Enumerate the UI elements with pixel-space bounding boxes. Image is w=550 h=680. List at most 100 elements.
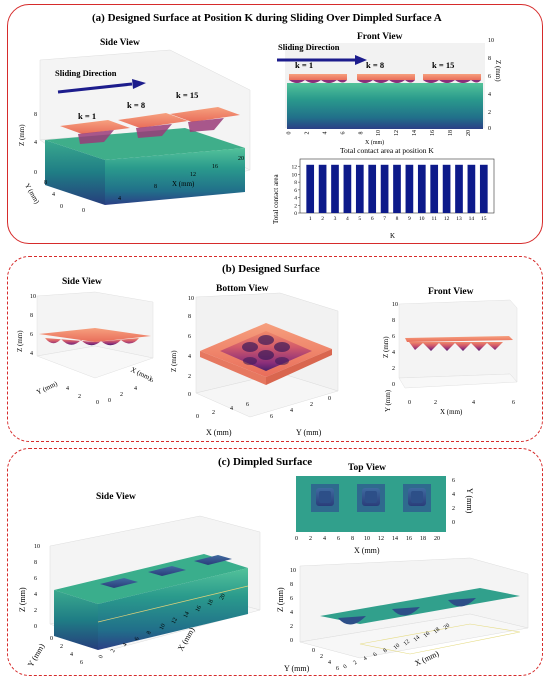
x-tick-label: 8 <box>396 216 399 222</box>
a-side-x-tick: 4 <box>118 196 121 202</box>
b-bottom-x-tick: 2 <box>212 410 215 416</box>
b-bottom-y-label: Y (mm) <box>296 428 322 437</box>
a-side-z-tick: 4 <box>34 140 37 146</box>
c-persp-z-tick: 4 <box>290 610 293 616</box>
panel-b <box>7 256 543 442</box>
b-side-z-tick: 10 <box>30 294 36 300</box>
c-side-y-tick: 6 <box>80 660 83 666</box>
x-tick-label: 15 <box>481 216 487 222</box>
b-front-z-tick: 0 <box>392 382 395 388</box>
bar <box>417 164 426 213</box>
a-front-z-tick: 0 <box>488 126 491 132</box>
contact-chart-title: Total contact area at position K <box>340 146 434 155</box>
a-side-x-tick: 20 <box>238 156 244 162</box>
a-side-x-tick: 12 <box>190 172 196 178</box>
c-persp-y-tick: 0 <box>312 648 315 654</box>
bar <box>318 164 327 213</box>
b-bottom-x-tick: 4 <box>230 406 233 412</box>
bar <box>343 164 352 213</box>
bar <box>455 164 463 213</box>
a-front-view-plot <box>277 43 485 129</box>
b-front-z-tick: 4 <box>392 350 395 356</box>
a-side-arrow-label: Sliding Direction <box>55 68 117 78</box>
a-front-z-label: Z (mm) <box>494 60 502 82</box>
b-bottom-z-tick: 0 <box>188 392 191 398</box>
b-side-x-tick: 0 <box>108 398 111 404</box>
a-front-k15: k = 15 <box>432 60 455 70</box>
bar <box>405 164 414 213</box>
c-perspective-plot <box>299 557 529 659</box>
b-side-z-tick: 8 <box>30 313 33 319</box>
a-side-z-label: Z (mm) <box>18 124 26 146</box>
a-front-x-tick: 10 <box>376 130 382 136</box>
a-front-k1: k = 1 <box>295 60 314 70</box>
x-tick-label: 11 <box>432 216 438 222</box>
a-front-arrow-label: Sliding Direction <box>278 42 340 52</box>
a-front-x-tick: 14 <box>412 130 418 136</box>
x-tick-label: 6 <box>371 216 374 222</box>
bar <box>467 164 476 213</box>
b-side-y-tick: 4 <box>66 386 69 392</box>
a-front-x-tick: 4 <box>322 131 329 135</box>
b-bottom-z-tick: 2 <box>188 374 191 380</box>
a-side-x-tick: 0 <box>82 208 85 214</box>
b-side-z-tick: 6 <box>30 332 33 338</box>
x-tick-label: 2 <box>321 216 324 222</box>
x-tick-label: 10 <box>419 216 425 222</box>
a-front-x-tick: 18 <box>448 130 454 136</box>
a-front-z-tick: 10 <box>488 38 494 44</box>
b-side-view-title: Side View <box>62 277 102 287</box>
a-side-y-tick: 0 <box>60 204 63 210</box>
y-tick-label: 2 <box>294 203 297 209</box>
c-side-view-title: Side View <box>96 492 136 502</box>
b-side-y-tick: 2 <box>78 394 81 400</box>
a-side-x-label: X (mm) <box>172 180 195 188</box>
c-side-z-tick: 10 <box>34 544 40 550</box>
b-front-z-tick: 2 <box>392 366 395 372</box>
b-bottom-z-tick: 6 <box>188 334 191 340</box>
a-side-k8: k = 8 <box>127 100 146 110</box>
b-bottom-x-label: X (mm) <box>206 428 232 437</box>
y-tick-label: 8 <box>294 180 297 186</box>
a-front-x-tick: 20 <box>466 130 472 136</box>
panel-b-title: (b) Designed Surface <box>222 263 320 275</box>
c-persp-z-tick: 2 <box>290 624 293 630</box>
a-side-y-tick: 8 <box>44 180 47 186</box>
a-front-view-title: Front View <box>357 32 403 42</box>
bar <box>479 164 488 213</box>
contact-chart-xlabel: K <box>390 232 396 240</box>
a-side-k15: k = 15 <box>176 90 199 100</box>
c-top-x-tick: 4 <box>323 536 326 542</box>
x-tick-label: 7 <box>383 216 386 222</box>
c-top-view-title: Top View <box>348 463 386 473</box>
c-top-view-plot <box>296 476 446 532</box>
c-persp-y-tick: 2 <box>320 654 323 660</box>
b-front-view-plot <box>398 299 518 389</box>
a-front-z-tick: 6 <box>488 74 491 80</box>
a-front-k8: k = 8 <box>366 60 385 70</box>
c-persp-z-label: Z (mm) <box>276 587 285 612</box>
c-top-x-tick: 2 <box>309 536 312 542</box>
a-side-view-plot <box>39 49 251 205</box>
c-top-x-tick: 6 <box>337 536 340 542</box>
c-top-x-label: X (mm) <box>354 546 380 555</box>
b-bottom-y-tick: 2 <box>310 402 313 408</box>
b-front-z-tick: 10 <box>392 302 398 308</box>
a-side-x-tick: 8 <box>154 184 157 190</box>
b-bottom-y-tick: 0 <box>328 396 331 402</box>
b-front-x-tick: 2 <box>434 400 437 406</box>
b-side-z-label: Z (mm) <box>16 330 24 352</box>
c-persp-y-label: Y (mm) <box>284 664 310 673</box>
b-bottom-y-tick: 6 <box>270 414 273 420</box>
b-front-x-tick: 6 <box>512 400 515 406</box>
b-front-x-tick: 4 <box>472 400 475 406</box>
bar <box>368 164 377 213</box>
x-tick-label: 1 <box>309 216 312 222</box>
bar <box>306 164 315 213</box>
a-front-z-tick: 2 <box>488 110 491 116</box>
b-front-x-label: X (mm) <box>440 408 463 416</box>
c-persp-z-tick: 8 <box>290 582 293 588</box>
c-side-z-tick: 6 <box>34 576 37 582</box>
bar <box>393 164 401 213</box>
